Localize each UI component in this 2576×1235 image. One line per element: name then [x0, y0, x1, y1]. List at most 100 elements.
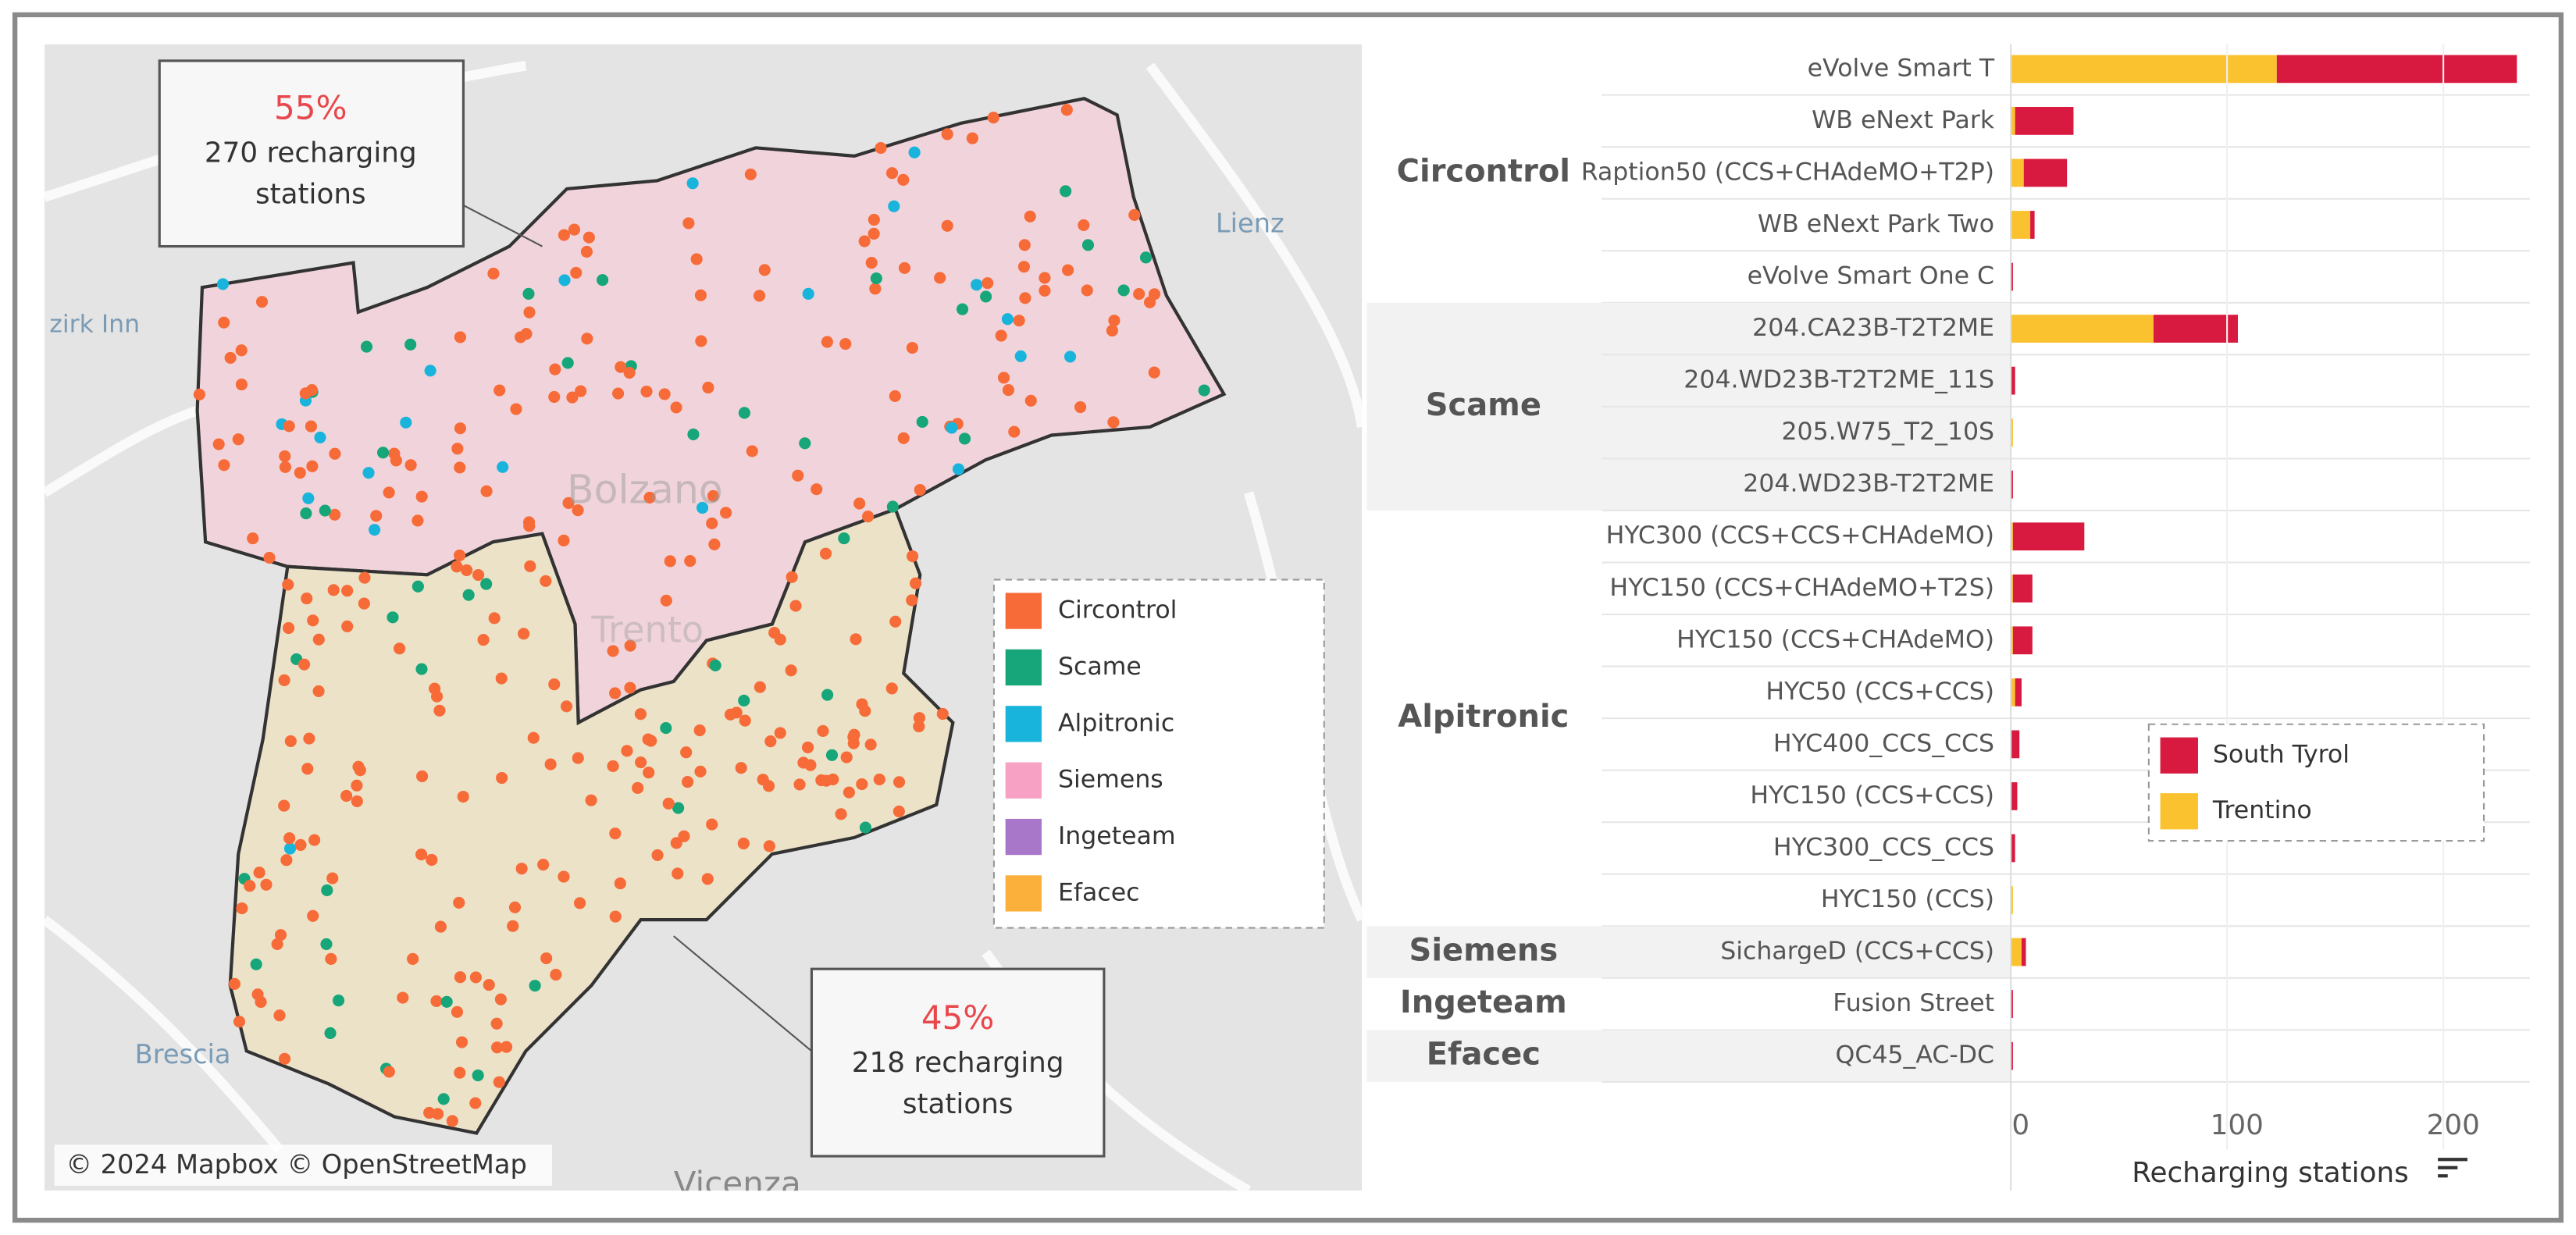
station-dot [1039, 284, 1051, 297]
station-dot [906, 341, 918, 354]
station-dot [893, 805, 905, 818]
place-label: zirk Inn [49, 311, 140, 339]
station-dot [706, 818, 718, 831]
callout-line [673, 935, 813, 1052]
station-dot [572, 504, 584, 517]
station-dot [494, 993, 507, 1005]
station-dot [430, 995, 443, 1008]
station-dot [785, 664, 797, 677]
station-dot [572, 752, 584, 764]
station-dot [280, 854, 293, 867]
station-dot [283, 621, 295, 635]
station-dot [838, 532, 850, 545]
station-dot [480, 485, 493, 497]
station-dot [966, 132, 978, 144]
category-label: eVolve Smart One C [1748, 262, 1994, 290]
station-dot [693, 724, 706, 737]
legend-swatch [1005, 762, 1042, 799]
station-dot [848, 728, 860, 741]
station-dot [312, 685, 325, 698]
station-dot [1078, 219, 1090, 231]
attribution: © 2024 Mapbox © OpenStreetMap [66, 1149, 527, 1180]
bar-segment [2021, 938, 2026, 966]
station-dot [1001, 313, 1014, 326]
station-dot [301, 593, 313, 605]
station-dot [415, 490, 428, 503]
station-dot [946, 422, 958, 434]
station-dot [987, 112, 999, 124]
bar-segment [2011, 886, 2013, 914]
station-dot [284, 735, 297, 747]
station-dot [678, 830, 690, 842]
station-dot [1018, 239, 1031, 251]
bar-segment [2011, 107, 2015, 135]
station-dot [1060, 185, 1072, 198]
station-dot [307, 909, 319, 922]
map-legend-items: Circontrol Scame Alpitronic Siemens Ingeteam… [1005, 593, 1177, 912]
station-dot [1014, 350, 1027, 362]
station-dot [670, 837, 682, 849]
station-dot [524, 560, 536, 572]
station-dot [216, 278, 230, 290]
station-dot [690, 253, 703, 265]
station-dot [423, 1106, 436, 1119]
station-dot [325, 952, 337, 965]
station-dot [329, 508, 341, 521]
station-dot [394, 642, 406, 655]
station-dot [707, 489, 719, 502]
station-dot [958, 432, 971, 445]
station-dot [327, 584, 340, 596]
station-dot [522, 287, 535, 300]
station-dot [888, 200, 900, 212]
station-dot [332, 995, 345, 1007]
station-dot [980, 290, 992, 303]
station-dot [523, 516, 536, 529]
group-label: Circontrol [1397, 153, 1570, 189]
station-dot [847, 737, 860, 749]
station-dot [621, 745, 633, 757]
station-dot [407, 952, 419, 965]
station-dot [548, 390, 561, 404]
station-dot [283, 832, 296, 845]
station-dot [799, 437, 811, 450]
station-dot [302, 492, 315, 504]
station-dot [469, 1097, 482, 1109]
station-dot [907, 550, 919, 563]
station-dot [908, 146, 921, 158]
station-dot [609, 910, 622, 923]
station-dot [412, 514, 424, 527]
category-label: 204.WD23B-T2T2ME_11S [1683, 366, 1994, 394]
station-dot [623, 366, 636, 379]
station-dot [400, 416, 412, 429]
station-dot [709, 659, 721, 672]
station-dot [916, 415, 928, 429]
station-dot [454, 331, 467, 343]
station-dot [320, 938, 333, 951]
station-dot [370, 510, 383, 522]
callout-text: 218 recharging [852, 1047, 1064, 1079]
station-dot [306, 460, 319, 472]
station-dot [388, 447, 401, 460]
station-dot [488, 612, 501, 625]
station-dot [412, 580, 424, 593]
station-dot [461, 564, 473, 576]
station-dot [825, 749, 839, 761]
station-dot [614, 877, 626, 890]
station-dot [634, 708, 647, 721]
bar-segment [2030, 211, 2035, 239]
group-label: Ingeteam [1400, 984, 1567, 1020]
station-dot [660, 594, 672, 607]
group-label: Alpitronic [1398, 699, 1569, 735]
station-dot [429, 682, 441, 695]
station-dot [314, 431, 326, 444]
station-dot [232, 433, 244, 446]
station-dot [369, 524, 381, 536]
station-dot [416, 770, 429, 783]
attribution-box [54, 1144, 553, 1186]
station-dot [694, 289, 707, 301]
station-dot [451, 561, 463, 573]
map: zirk Inn Lienz Bolzano Trento Brescia Vi… [44, 44, 1363, 1191]
station-dot [558, 870, 570, 883]
station-dot [660, 722, 672, 735]
station-dot [664, 555, 676, 568]
